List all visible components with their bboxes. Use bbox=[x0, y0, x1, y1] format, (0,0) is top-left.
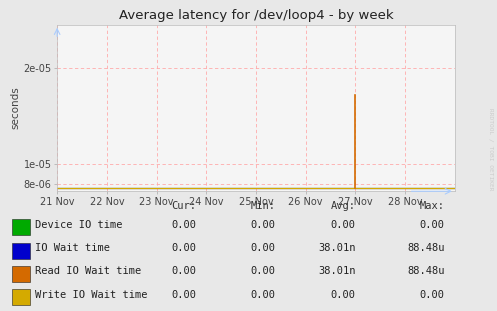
Text: 0.00: 0.00 bbox=[171, 243, 196, 253]
Text: 0.00: 0.00 bbox=[420, 220, 445, 230]
Text: 0.00: 0.00 bbox=[171, 220, 196, 230]
Text: 38.01n: 38.01n bbox=[318, 243, 355, 253]
Text: 0.00: 0.00 bbox=[171, 290, 196, 300]
Text: 0.00: 0.00 bbox=[331, 290, 355, 300]
Text: Write IO Wait time: Write IO Wait time bbox=[35, 290, 147, 300]
Text: Device IO time: Device IO time bbox=[35, 220, 122, 230]
Text: 0.00: 0.00 bbox=[251, 220, 276, 230]
Text: 0.00: 0.00 bbox=[251, 290, 276, 300]
FancyBboxPatch shape bbox=[12, 290, 30, 305]
Text: IO Wait time: IO Wait time bbox=[35, 243, 110, 253]
Text: 0.00: 0.00 bbox=[420, 290, 445, 300]
Text: 38.01n: 38.01n bbox=[318, 266, 355, 276]
Text: RRDTOOL / TOBI OETIKER: RRDTOOL / TOBI OETIKER bbox=[489, 108, 494, 191]
Text: 0.00: 0.00 bbox=[251, 243, 276, 253]
Text: Max:: Max: bbox=[420, 201, 445, 211]
Text: Min:: Min: bbox=[251, 201, 276, 211]
Title: Average latency for /dev/loop4 - by week: Average latency for /dev/loop4 - by week bbox=[119, 9, 393, 22]
Text: 88.48u: 88.48u bbox=[408, 243, 445, 253]
Text: Avg:: Avg: bbox=[331, 201, 355, 211]
FancyBboxPatch shape bbox=[12, 220, 30, 235]
Y-axis label: seconds: seconds bbox=[11, 87, 21, 129]
FancyBboxPatch shape bbox=[12, 266, 30, 282]
FancyBboxPatch shape bbox=[12, 243, 30, 259]
Text: 88.48u: 88.48u bbox=[408, 266, 445, 276]
Text: Read IO Wait time: Read IO Wait time bbox=[35, 266, 141, 276]
Text: 0.00: 0.00 bbox=[331, 220, 355, 230]
Text: Cur:: Cur: bbox=[171, 201, 196, 211]
Text: 0.00: 0.00 bbox=[251, 266, 276, 276]
Text: 0.00: 0.00 bbox=[171, 266, 196, 276]
